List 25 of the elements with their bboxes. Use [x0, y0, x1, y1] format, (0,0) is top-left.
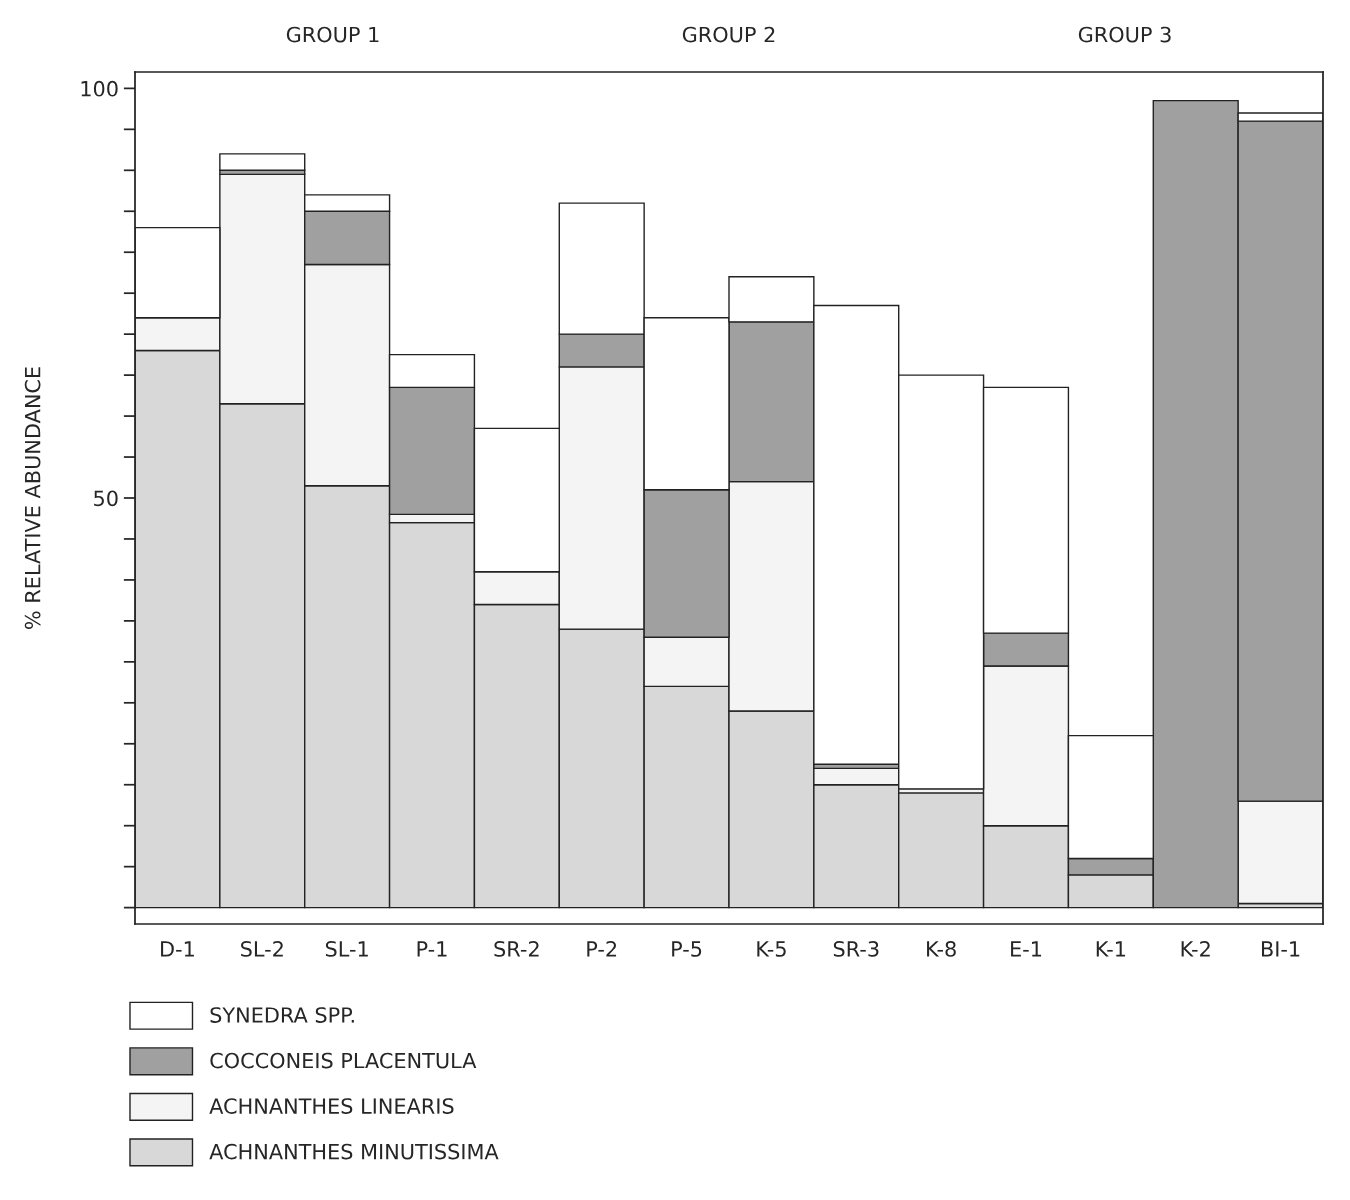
x-tick-label: P-1: [417, 941, 447, 957]
y-tick-label: 50: [94, 490, 118, 507]
y-axis-title: % RELATIVE ABUNDANCE: [24, 367, 41, 629]
legend-label: ACHNANTHES MINUTISSIMA: [209, 1143, 499, 1160]
x-tick-label: K-1: [1096, 941, 1126, 957]
x-tick-label: D-1: [161, 941, 194, 957]
x-tick-label: SL-2: [241, 941, 283, 957]
x-tick-label: SR-2: [494, 941, 539, 957]
legend-label: COCCONEIS PLACENTULA: [210, 1052, 477, 1069]
x-tick-label: P-2: [587, 941, 617, 957]
y-tick-label: 100: [81, 80, 118, 97]
x-tick-label: P-5: [672, 941, 702, 957]
legend-label: SYNEDRA SPP.: [210, 1007, 354, 1023]
text: GROUP 3: [1078, 26, 1171, 43]
bar: [219, 153, 306, 172]
x-tick-label: K-8: [927, 941, 956, 957]
x-tick-label: K-2: [1181, 941, 1210, 957]
x-tick-label: K-5: [757, 941, 786, 957]
text: GROUP 2: [682, 26, 775, 43]
x-tick-label: SL-1: [325, 941, 368, 957]
x-tick-label: SR-3: [833, 941, 879, 957]
x-tick-label: E-1: [1011, 941, 1042, 957]
x-tick-label: BI-1: [1262, 941, 1300, 957]
text: GROUP 1: [286, 26, 379, 43]
legend-label: ACHNANTHES LINEARIS: [209, 1098, 454, 1114]
